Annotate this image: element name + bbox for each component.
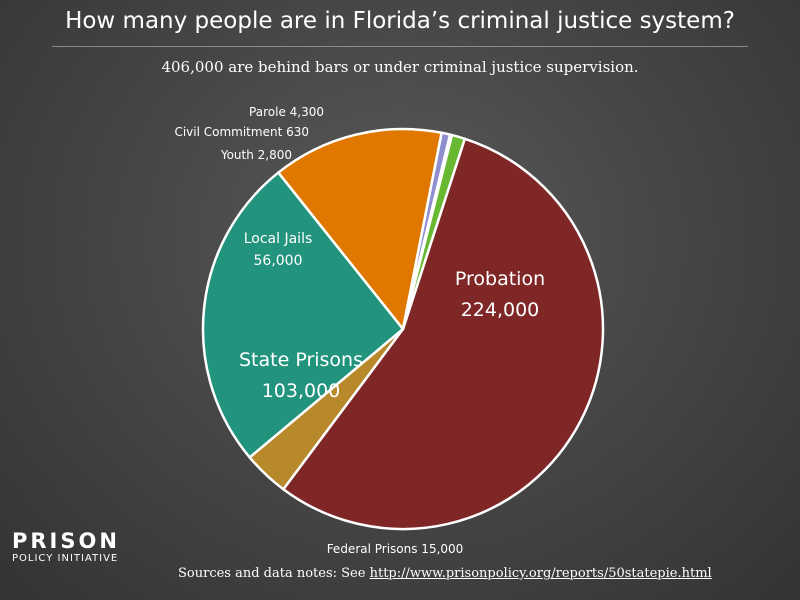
pie-slice-local-jails — [277, 127, 443, 331]
chart-subtitle: 406,000 are behind bars or under crimina… — [161, 58, 639, 76]
sources-note: Sources and data notes: See http://www.p… — [178, 566, 712, 581]
logo-bottom-text: POLICY INITIATIVE — [12, 553, 119, 564]
slice-label-state-prisons: State Prisons — [239, 349, 363, 371]
slice-value-probation: 224,000 — [461, 299, 540, 321]
slice-label-local-jails: Local Jails — [244, 231, 313, 247]
pie-slice-state-prisons — [201, 171, 405, 459]
pie-slice-parole — [401, 133, 467, 331]
pie-slice-probation — [282, 137, 605, 531]
slice-value-local-jails: 56,000 — [254, 253, 303, 269]
prison-policy-logo: PRISON POLICY INITIATIVE — [12, 530, 120, 566]
sources-link[interactable]: http://www.prisonpolicy.org/reports/50st… — [369, 566, 712, 581]
chart-title: How many people are in Florida’s crimina… — [65, 8, 735, 34]
slice-value-state-prisons: 103,000 — [262, 380, 341, 402]
slice-label-civil-commitment: Civil Commitment 630 — [174, 125, 309, 139]
slice-label-parole: Parole 4,300 — [249, 105, 324, 119]
logo-top-text: PRISON — [12, 529, 120, 553]
slice-label-probation: Probation — [455, 268, 545, 290]
slice-label-youth: Youth 2,800 — [220, 148, 292, 162]
sources-prefix: Sources and data notes: See — [178, 566, 366, 581]
title-divider — [52, 46, 748, 47]
slice-label-federal-prisons: Federal Prisons 15,000 — [327, 542, 464, 556]
